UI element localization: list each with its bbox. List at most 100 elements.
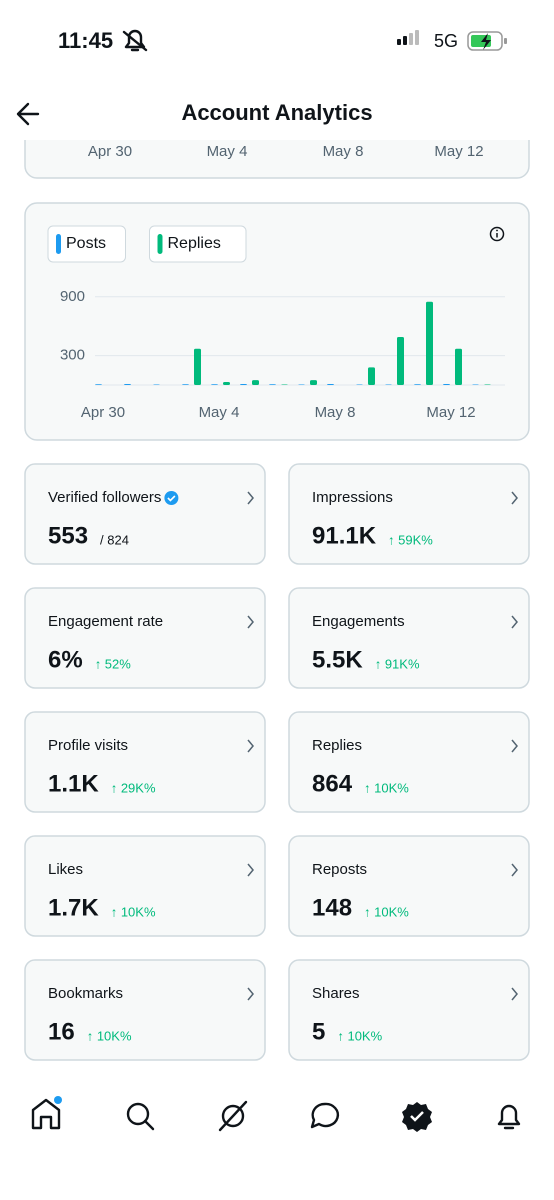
metric-value: 6% [48,646,83,673]
chevron [247,491,254,505]
metric-change: ↑ 91K% [375,656,420,671]
metric-change: ↑ 59K% [388,532,433,547]
bar [368,367,375,385]
metric-card[interactable] [24,587,266,689]
metric-card[interactable] [288,587,530,689]
bar [124,384,131,385]
search-tab[interactable] [126,1102,155,1131]
legend-label: Posts [66,235,106,252]
legend-swatch [56,234,61,254]
bar [182,384,189,385]
x-tick-label: May 12 [434,143,483,160]
metric-card[interactable] [24,463,266,565]
page-title: Account Analytics [181,100,372,125]
bar [310,380,317,385]
metric-change: ↑ 10K% [364,780,409,795]
verified-badge [164,491,179,505]
x-tick-label: May 8 [315,404,356,421]
bar [327,384,334,385]
metric-label: Bookmarks [48,985,123,1002]
metric-value: 1.1K [48,770,99,797]
chevron [511,615,518,629]
metric-change: ↑ 52% [95,656,132,671]
metric-card[interactable] [288,835,530,937]
metric-label: Shares [312,985,360,1002]
metric-change: ↑ 10K% [337,1028,382,1043]
chevron [247,615,254,629]
verified-check [167,495,176,502]
chevron [247,739,254,753]
bottom-nav [31,1096,521,1132]
chevron [247,863,254,877]
premium-tab[interactable] [402,1102,432,1132]
chevron [511,987,518,1001]
metric-card[interactable] [288,463,530,565]
metric-card[interactable] [24,959,266,1061]
bar [414,384,421,385]
mute-icon [122,29,148,52]
bar [223,382,230,385]
signal-icon [397,30,419,45]
legend-swatch [157,234,163,254]
metric-value: 148 [312,894,352,921]
bar [426,301,433,385]
metric-card[interactable] [24,711,266,813]
grok-tab[interactable] [218,1100,248,1132]
metric-card[interactable] [24,835,266,937]
metric-label: Impressions [312,489,393,506]
bar [95,384,102,385]
bar [443,384,450,385]
metric-label: Verified followers [48,489,161,506]
bar [397,336,404,385]
metric-change: ↑ 10K% [87,1028,132,1043]
back-button[interactable] [16,102,40,126]
y-tick-label: 900 [60,288,85,305]
metric-change: ↑ 10K% [111,904,156,919]
metric-value: 91.1K [312,522,377,549]
notification-dot [54,1096,62,1104]
metric-label: Engagements [312,613,405,630]
chevron [247,987,254,1001]
bar [252,380,259,385]
bar [211,384,218,385]
metric-value: 16 [48,1018,75,1045]
x-tick-label: May 8 [323,143,364,160]
chevron [511,863,518,877]
messages-tab[interactable] [310,1102,340,1129]
notifications-tab[interactable] [497,1104,521,1130]
chevron [511,491,518,505]
bar [455,348,462,385]
bar [269,384,276,385]
metric-label: Profile visits [48,737,128,754]
legend-label: Replies [168,235,221,252]
metric-change: ↑ 29K% [111,780,156,795]
x-tick-label: Apr 30 [81,404,125,421]
metric-value: 1.7K [48,894,99,921]
previous-chart-card [24,140,530,179]
y-tick-label: 300 [60,347,85,364]
metric-value: 864 [312,770,353,797]
metric-card[interactable] [288,711,530,813]
legend-chip[interactable] [149,225,247,263]
metric-change: ↑ 10K% [364,904,409,919]
x-tick-label: May 4 [207,143,248,160]
legend-chip[interactable] [47,225,126,263]
metric-label: Reposts [312,861,367,878]
x-tick-label: Apr 30 [88,143,132,160]
bar [194,348,201,385]
x-tick-label: May 12 [426,404,475,421]
network-label: 5G [434,31,458,51]
metric-value: 5.5K [312,646,363,673]
metric-label: Replies [312,737,362,754]
metric-card[interactable] [288,959,530,1061]
chevron [511,739,518,753]
home-tab[interactable] [31,1098,61,1130]
info-icon[interactable] [489,226,505,242]
metric-label: Engagement rate [48,613,163,630]
battery-icon [467,31,507,51]
status-time: 11:45 [58,28,113,53]
metric-value: 5 [312,1018,325,1045]
bar [240,384,247,385]
metric-label: Likes [48,861,83,878]
